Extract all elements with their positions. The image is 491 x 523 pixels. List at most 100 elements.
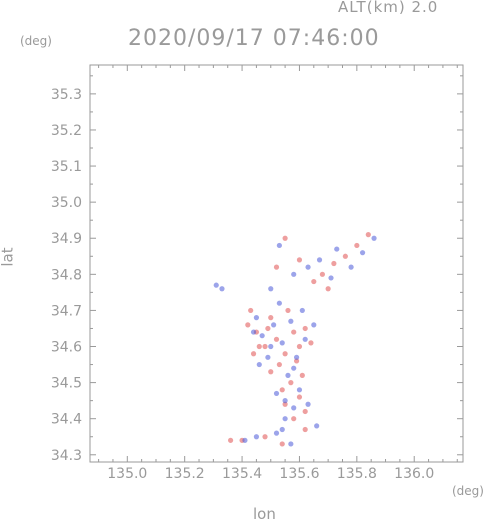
plot-frame [89, 64, 464, 463]
data-point [227, 437, 234, 443]
x-tick-label: 136.0 [394, 466, 434, 482]
data-point [305, 401, 311, 407]
data-point [291, 405, 297, 411]
data-points [213, 232, 377, 447]
data-point [276, 242, 282, 249]
data-point [250, 329, 257, 335]
data-point [311, 278, 317, 285]
data-point [342, 253, 348, 259]
data-point [253, 315, 260, 321]
data-point [268, 369, 274, 375]
data-point [273, 430, 280, 436]
y-tick-label: 34.5 [51, 376, 82, 392]
data-point [354, 242, 360, 249]
data-point [279, 387, 285, 393]
data-point [311, 322, 317, 328]
data-point [296, 257, 303, 263]
data-point [250, 351, 257, 357]
data-point [288, 318, 294, 324]
data-point [359, 250, 366, 256]
data-point [319, 271, 326, 277]
data-point [308, 340, 314, 346]
data-point [253, 434, 260, 440]
y-tick-label: 34.3 [51, 448, 82, 464]
datetime-title: 2020/09/17 07:46:00 [128, 26, 380, 51]
data-point [276, 300, 282, 306]
data-point [293, 354, 300, 360]
data-point [213, 282, 219, 288]
data-point [282, 351, 288, 357]
data-point [334, 246, 340, 252]
x-axis-unit: (deg) [452, 484, 484, 498]
x-tick-label: 135.4 [222, 466, 262, 482]
data-point [328, 275, 334, 281]
data-point [262, 434, 268, 440]
data-point [331, 260, 337, 267]
x-tick-label: 135.8 [337, 466, 377, 482]
data-point [279, 426, 285, 433]
data-point [302, 336, 308, 342]
data-point [276, 361, 282, 368]
data-point [314, 423, 320, 429]
data-point [265, 354, 271, 360]
y-tick-label: 34.6 [51, 340, 82, 356]
data-point [291, 416, 297, 422]
data-point [325, 286, 331, 292]
data-point [365, 232, 371, 238]
x-tick-label: 135.0 [107, 466, 147, 482]
data-point [291, 329, 297, 335]
data-point [285, 372, 291, 378]
data-point [271, 322, 277, 328]
data-point [291, 365, 297, 371]
x-axis-label: lon [253, 505, 276, 523]
y-tick-label: 34.8 [51, 267, 82, 283]
data-point [302, 408, 308, 415]
data-point [219, 286, 225, 292]
y-tick-label: 35.1 [51, 159, 82, 175]
tick-labels: 135.0 135.2 135.4 135.6 135.8 136.0 34.3 34.4 34… [51, 87, 434, 482]
data-point [348, 264, 354, 270]
y-tick-label: 34.7 [51, 303, 82, 319]
data-point [282, 398, 288, 404]
data-point [299, 372, 305, 378]
data-point [296, 394, 303, 400]
data-point [265, 325, 271, 332]
data-point [282, 235, 288, 241]
x-tick-label: 135.6 [279, 466, 319, 482]
y-tick-label: 35.0 [51, 195, 82, 211]
data-point [288, 441, 294, 447]
data-point [302, 325, 308, 332]
data-point [256, 343, 262, 350]
x-tick-label: 135.2 [165, 466, 205, 482]
data-point [299, 307, 305, 314]
data-point [268, 315, 274, 321]
data-point [268, 286, 274, 292]
data-point [371, 235, 377, 241]
data-point [262, 343, 268, 350]
altitude-label: ALT(km) 2.0 [338, 0, 439, 16]
data-point [268, 343, 274, 350]
data-point [288, 380, 294, 386]
data-point [279, 441, 285, 447]
data-point [282, 401, 288, 407]
data-point [305, 264, 311, 270]
data-point [293, 358, 300, 364]
y-tick-label: 35.3 [51, 87, 82, 103]
y-tick-label: 34.4 [51, 412, 82, 428]
data-point [245, 322, 251, 328]
y-axis-unit: (deg) [20, 34, 52, 48]
data-point [273, 336, 280, 342]
y-tick-label: 34.9 [51, 231, 82, 247]
data-point [296, 387, 303, 393]
data-point [291, 271, 297, 277]
data-point [285, 307, 291, 314]
data-point [273, 264, 280, 270]
data-point [302, 426, 308, 433]
data-point [248, 307, 254, 314]
data-point [316, 257, 323, 263]
data-point [296, 343, 303, 350]
data-point [282, 416, 288, 422]
data-point [242, 437, 248, 443]
data-point [259, 333, 265, 339]
